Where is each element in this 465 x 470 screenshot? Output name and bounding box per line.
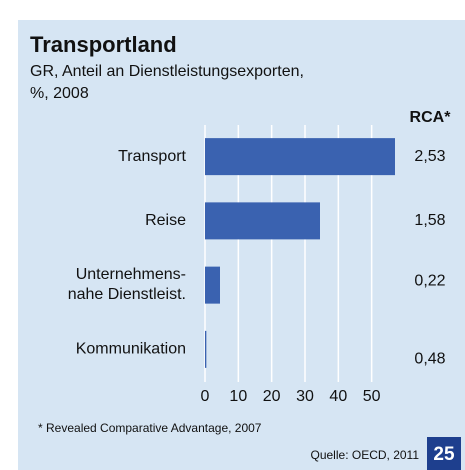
- bar: [205, 330, 207, 368]
- footnote: * Revealed Comparative Advantage, 2007: [38, 421, 262, 435]
- rca-title: RCA*: [410, 109, 452, 126]
- bar: [205, 138, 395, 176]
- page-number: 25: [433, 444, 455, 465]
- x-tick-label: 30: [296, 388, 314, 405]
- y-tick-label: Transport: [118, 148, 186, 165]
- x-tick-label: 20: [263, 388, 281, 405]
- bar: [205, 266, 220, 304]
- page-badge: [427, 437, 461, 470]
- bar: [205, 202, 320, 240]
- x-tick-label: 40: [329, 388, 347, 405]
- y-tick-label: Reise: [145, 212, 186, 229]
- rca-label: 0,48: [414, 351, 445, 368]
- rca-label: 2,53: [414, 148, 445, 165]
- subtitle: GR, Anteil an Dienstleistungsexporten,: [30, 63, 304, 80]
- label-line: nahe Dienstleist.: [68, 286, 186, 303]
- x-tick-label: 0: [201, 388, 210, 405]
- x-tick-label: 50: [363, 388, 381, 405]
- y-tick-label: Kommunikation: [76, 341, 186, 358]
- label-line: Unternehmens-: [76, 266, 186, 283]
- source: Quelle: OECD, 2011: [311, 448, 420, 462]
- x-tick-label: 10: [229, 388, 247, 405]
- subtitle: %, 2008: [30, 85, 89, 102]
- chart-title: Transportland: [30, 32, 177, 57]
- rca-label: 0,22: [414, 272, 445, 289]
- rca-label: 1,58: [414, 212, 445, 229]
- y-tick-label: Unternehmens-nahe Dienstleist.: [68, 266, 186, 303]
- panel: [18, 20, 465, 470]
